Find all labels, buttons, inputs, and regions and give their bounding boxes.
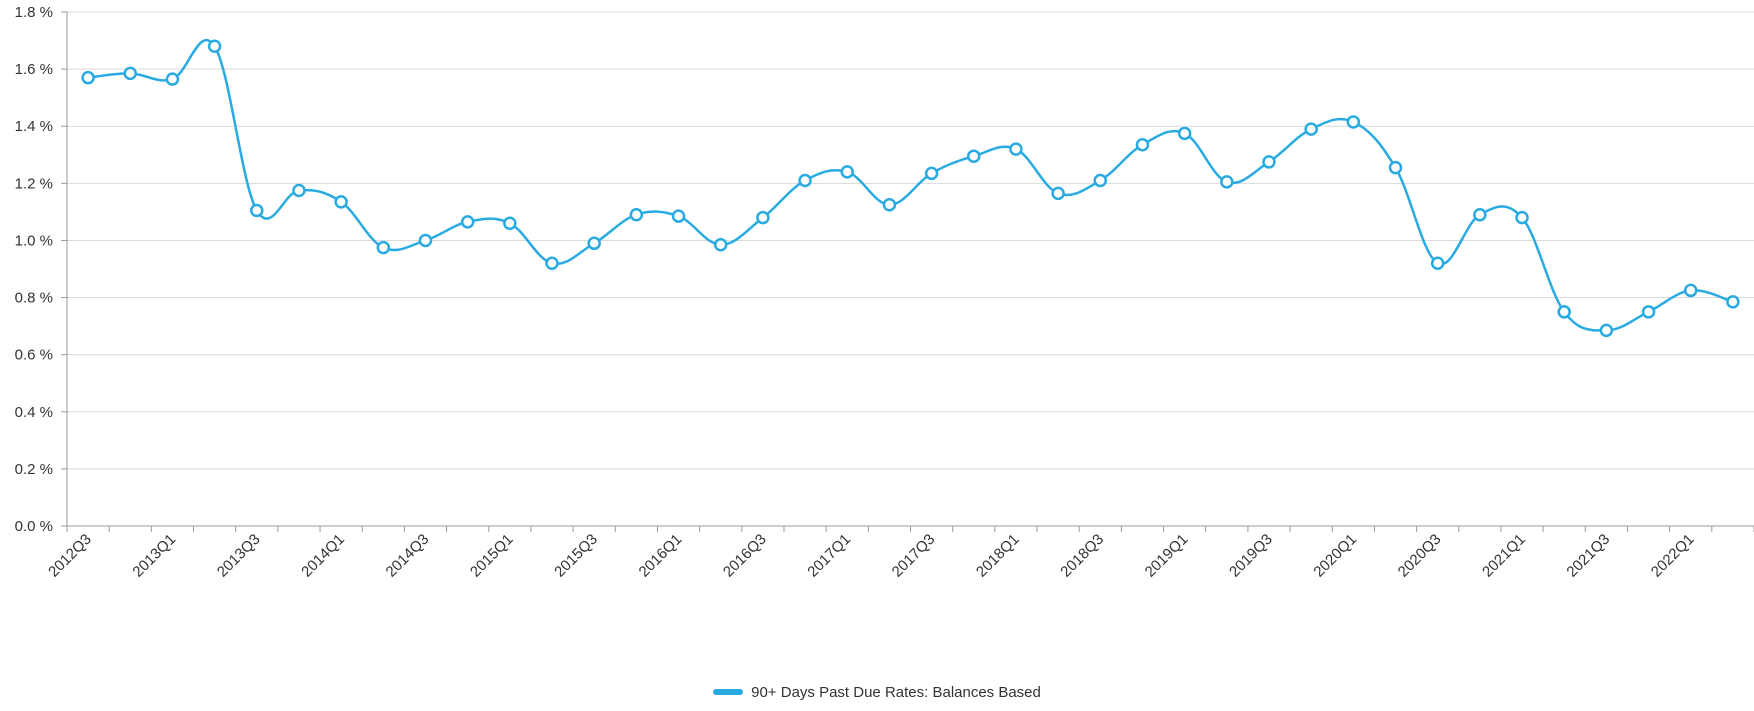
data-point	[1515, 210, 1529, 225]
data-point	[1557, 305, 1571, 319]
y-axis-tick-labels: 0.0 % 0.2 % 0.4 % 0.6 % 0.8 % 1.0 % 1.2 % 1.4 %…	[15, 4, 53, 535]
x-tick-label: 2017Q3	[889, 531, 939, 581]
series-line	[87, 38, 1734, 332]
data-point	[671, 209, 686, 223]
data-point	[1346, 115, 1361, 129]
y-tick-label: 1.0 %	[15, 232, 53, 249]
data-point	[207, 39, 222, 54]
data-points	[81, 39, 1740, 338]
y-tick-label: 0.0 %	[15, 518, 53, 535]
data-point	[1093, 173, 1108, 188]
legend-label: 90+ Days Past Due Rates: Balances Based	[751, 684, 1041, 701]
x-tick-label: 2017Q1	[804, 531, 854, 581]
x-tick-label: 2013Q3	[214, 531, 264, 581]
data-point	[1262, 155, 1276, 169]
x-tick-label: 2013Q1	[129, 531, 179, 581]
x-tick-label: 2015Q1	[467, 531, 517, 581]
data-point	[924, 166, 939, 181]
x-tick-label: 2019Q3	[1226, 531, 1276, 581]
x-tick-label: 2019Q1	[1142, 531, 1192, 581]
x-tick-label: 2020Q1	[1310, 531, 1360, 581]
y-tick-label: 0.8 %	[15, 290, 53, 307]
data-point	[123, 66, 138, 81]
x-tick-label: 2015Q3	[551, 531, 601, 581]
data-point	[756, 210, 770, 225]
y-tick-label: 1.6 %	[15, 61, 53, 78]
data-point	[545, 256, 559, 271]
data-point	[798, 173, 812, 188]
data-point	[967, 149, 981, 163]
data-point	[418, 233, 433, 248]
x-tick-label: 2018Q1	[973, 531, 1023, 581]
x-tick-label: 2022Q1	[1648, 531, 1698, 581]
data-point	[292, 183, 306, 198]
x-tick-label: 2014Q1	[298, 531, 348, 581]
x-tick-label: 2020Q3	[1395, 531, 1445, 581]
data-point	[250, 203, 264, 218]
y-tick-label: 1.2 %	[15, 175, 53, 192]
data-point	[165, 72, 180, 86]
x-tick-label: 2016Q1	[636, 531, 686, 581]
axes	[61, 11, 1754, 532]
data-point	[882, 198, 897, 212]
series-layer	[87, 38, 1734, 332]
data-point	[1473, 207, 1487, 222]
data-point	[503, 216, 517, 231]
data-point	[1641, 305, 1656, 319]
data-point	[587, 236, 601, 251]
data-point	[840, 165, 854, 179]
data-point	[713, 237, 728, 252]
data-point	[1430, 256, 1445, 271]
data-point	[1220, 175, 1234, 189]
grid-lines	[67, 11, 1754, 470]
chart-legend: 90+ Days Past Due Rates: Balances Based	[0, 684, 1754, 701]
x-tick-label: 2021Q1	[1479, 531, 1529, 581]
data-point	[460, 215, 475, 229]
data-point	[629, 207, 644, 222]
data-point	[376, 240, 391, 255]
y-tick-label: 0.2 %	[15, 461, 53, 478]
data-point	[1177, 126, 1192, 141]
data-point	[1683, 283, 1698, 298]
data-point	[1051, 186, 1065, 201]
x-tick-label: 2014Q3	[383, 531, 433, 581]
data-point	[334, 195, 348, 209]
data-point	[81, 70, 95, 85]
x-tick-label: 2021Q3	[1563, 531, 1613, 581]
y-tick-label: 1.4 %	[15, 118, 53, 135]
data-point	[1388, 160, 1403, 175]
data-point	[1009, 142, 1023, 156]
data-point	[1599, 323, 1614, 338]
y-tick-label: 0.4 %	[15, 404, 53, 421]
x-tick-label: 2018Q3	[1057, 531, 1107, 581]
y-tick-label: 1.8 %	[15, 4, 53, 21]
data-point	[1304, 122, 1318, 136]
x-tick-label: 2016Q3	[720, 531, 770, 581]
y-tick-label: 0.6 %	[15, 347, 53, 364]
x-tick-label: 2012Q3	[45, 531, 95, 581]
x-axis-tick-labels: 2012Q3 2013Q1 2013Q3 2014Q1 2014Q3 2015Q1 2015…	[45, 531, 1697, 581]
legend-swatch	[713, 689, 744, 696]
data-point	[1135, 138, 1150, 152]
data-point	[1726, 295, 1740, 309]
